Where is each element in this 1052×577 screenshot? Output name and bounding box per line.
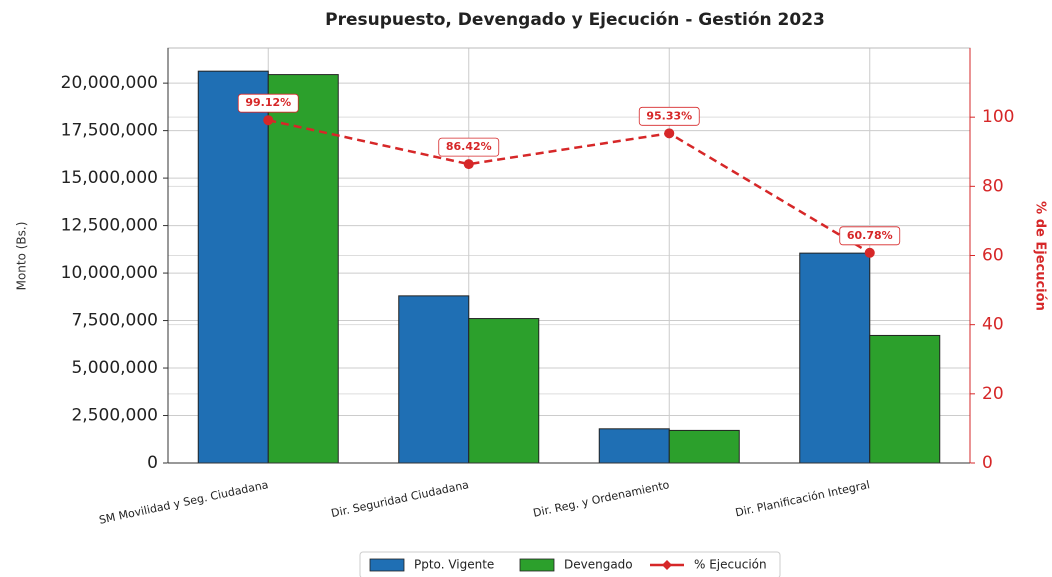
legend-box [359,551,781,577]
chart-title: Presupuesto, Devengado y Ejecución - Ges… [325,10,825,30]
y2-tick-label: 100 [982,107,1014,127]
bar [468,318,540,464]
y2-tick-label: 40 [982,315,1004,335]
y-tick-label: 2,500,000 [71,406,158,426]
legend-label: Devengado [564,558,633,572]
value-label-box [839,226,901,246]
value-label: 86.42% [446,140,492,153]
y-tick-label: 10,000,000 [61,263,158,283]
point [263,115,274,126]
legend: Ppto. Vigente Devengado % Ejecución [359,551,781,577]
bar [267,74,339,464]
x-tick-label: Dir. Planificación Integral [734,478,871,519]
y2-tick-label: 80 [982,176,1004,196]
y-tick-label: 0 [147,453,158,473]
point [864,247,875,258]
legend-swatch [519,558,555,572]
y2-tick-label: 20 [982,384,1004,404]
bar [598,428,670,464]
y-tick-label: 12,500,000 [61,216,158,236]
x-tick-label: Dir. Seguridad Ciudadana [330,478,470,520]
value-label-box [438,137,500,157]
value-label: 60.78% [847,229,893,242]
bar [869,334,941,464]
y-tick-label: 7,500,000 [71,311,158,331]
legend-label: % Ejecución [694,558,767,572]
bar [799,252,871,464]
bar [398,295,470,464]
bar [197,70,269,464]
bar [668,429,740,464]
y-tick-label: 17,500,000 [61,121,158,141]
x-tick-label: Dir. Reg. y Ordenamiento [532,478,671,520]
y-tick-label: 20,000,000 [61,73,158,93]
point [463,159,474,170]
y-tick-label: 15,000,000 [61,168,158,188]
y-axis-label: Monto (Bs.) [15,222,29,291]
point [664,128,675,139]
value-label-box [237,93,299,113]
y2-axis-label: % de Ejecución [1033,201,1048,311]
value-label: 95.33% [646,109,692,122]
legend-label: Ppto. Vigente [414,558,494,572]
y2-tick-label: 0 [982,453,993,473]
value-label-box [638,106,700,126]
legend-swatch [369,558,405,572]
y2-tick-label: 60 [982,246,1004,266]
y-tick-label: 5,000,000 [71,358,158,378]
value-label: 99.12% [245,96,291,109]
line [267,118,871,254]
x-tick-label: SM Movilidad y Seg. Ciudadana [98,478,270,527]
legend-marker [662,560,672,570]
